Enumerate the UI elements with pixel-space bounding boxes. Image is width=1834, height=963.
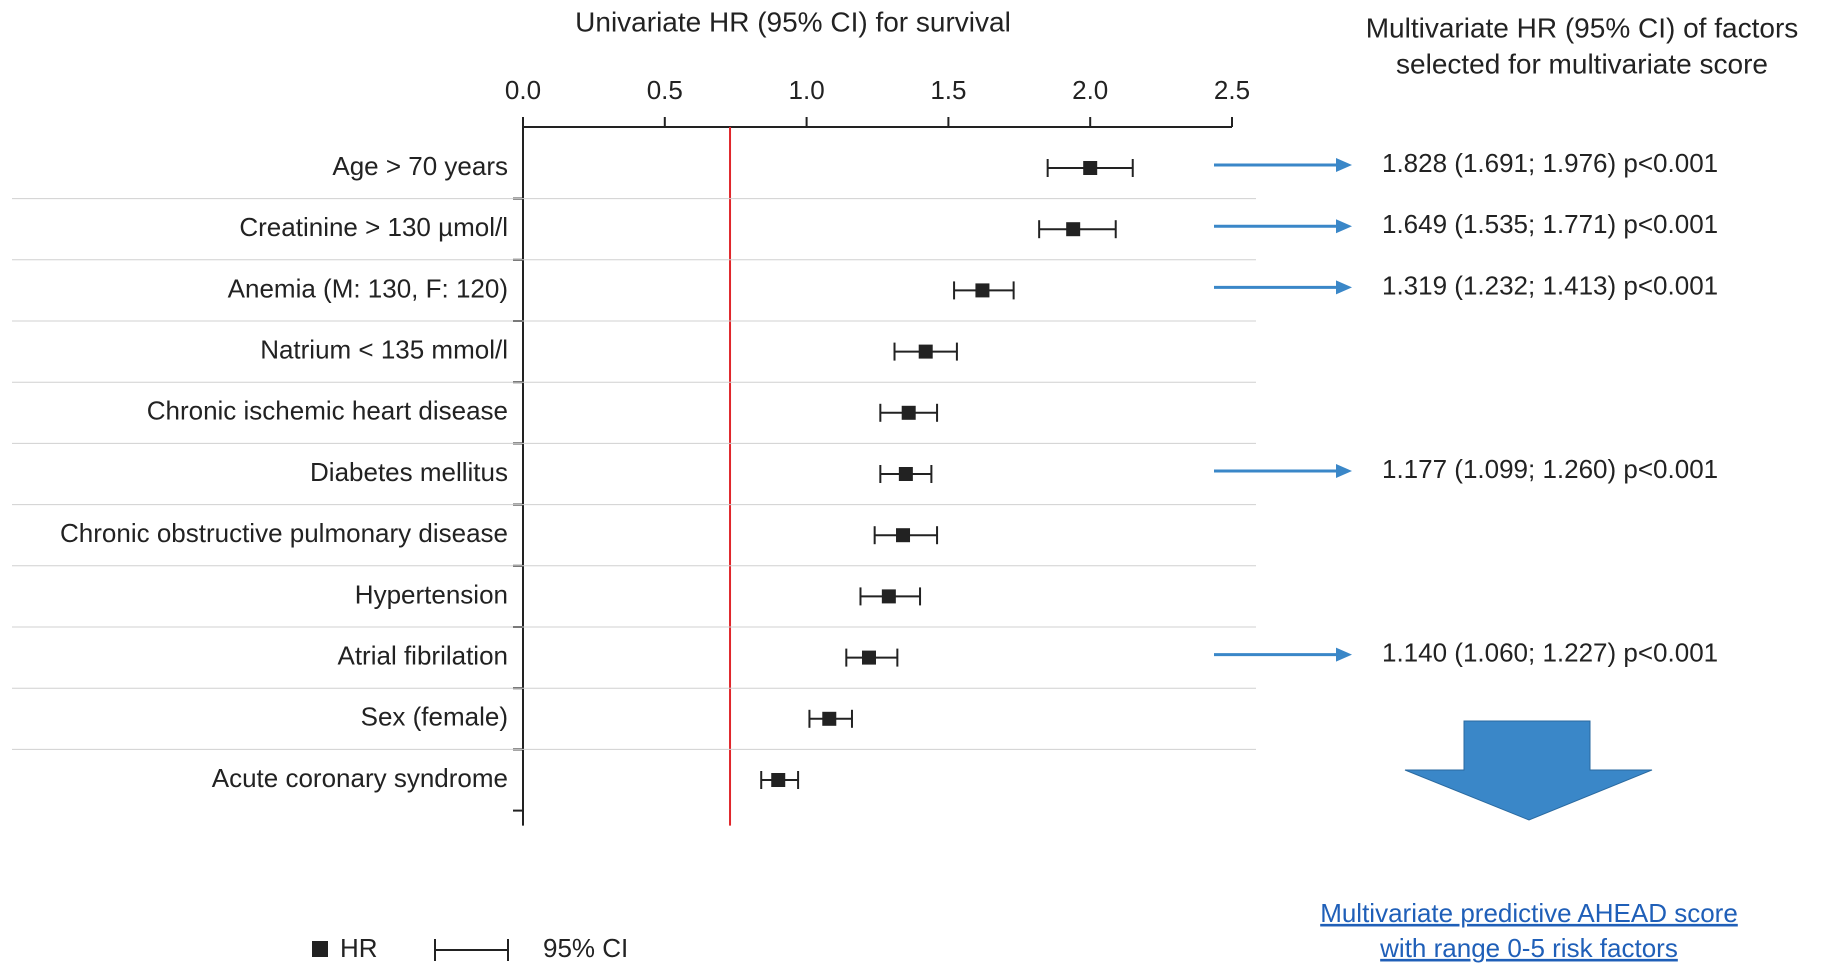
hr-marker [975, 283, 990, 298]
arrow-head [1336, 158, 1352, 172]
right-title: Multivariate HR (95% CI) of factors [1366, 12, 1799, 43]
multivariate-label: 1.177 (1.099; 1.260) p<0.001 [1382, 454, 1718, 484]
row-label: Acute coronary syndrome [212, 763, 508, 793]
multivariate-label: 1.649 (1.535; 1.771) p<0.001 [1382, 209, 1718, 239]
row-label: Creatinine > 130 µmol/l [239, 212, 508, 242]
legend-label: HR [340, 933, 378, 963]
hr-marker [861, 650, 876, 665]
row-label: Hypertension [355, 579, 508, 609]
x-tick-label: 1.5 [930, 75, 966, 105]
x-tick-label: 1.0 [789, 75, 825, 105]
hr-marker [822, 711, 837, 726]
row-label: Sex (female) [361, 702, 508, 732]
x-tick-label: 0.5 [647, 75, 683, 105]
hr-marker [881, 589, 896, 604]
score-link[interactable]: Multivariate predictive AHEAD score [1320, 898, 1738, 928]
arrow-head [1336, 280, 1352, 295]
hr-marker [771, 773, 786, 787]
legend-label: 95% CI [543, 933, 628, 963]
hr-marker [1083, 161, 1098, 175]
x-tick-label: 2.5 [1214, 75, 1250, 105]
score-link[interactable]: with range 0-5 risk factors [1379, 933, 1678, 963]
row-label: Atrial fibrilation [337, 640, 508, 670]
hr-marker [898, 467, 913, 481]
row-label: Chronic ischemic heart disease [147, 396, 508, 426]
chart-title: Univariate HR (95% CI) for survival [575, 6, 1011, 37]
x-tick-label: 2.0 [1072, 75, 1108, 105]
arrow-head [1336, 647, 1352, 662]
hr-marker [901, 405, 916, 420]
legend-ci [434, 939, 509, 961]
multivariate-label: 1.140 (1.060; 1.227) p<0.001 [1382, 637, 1718, 667]
row-label: Anemia (M: 130, F: 120) [228, 273, 508, 303]
legend-marker [312, 941, 328, 957]
row-label: Diabetes mellitus [310, 457, 508, 487]
hr-marker [918, 344, 933, 359]
row-label: Age > 70 years [332, 151, 508, 181]
arrow-head [1336, 464, 1352, 478]
right-title: selected for multivariate score [1396, 48, 1768, 79]
hr-marker [1066, 222, 1081, 237]
x-tick-label: 0.0 [505, 75, 541, 105]
row-label: Chronic obstructive pulmonary disease [60, 518, 508, 548]
hr-marker [896, 528, 911, 543]
row-label: Natrium < 135 mmol/l [260, 334, 508, 364]
arrow-head [1336, 219, 1352, 234]
multivariate-label: 1.828 (1.691; 1.976) p<0.001 [1382, 148, 1718, 178]
big-arrow [1404, 720, 1653, 821]
multivariate-label: 1.319 (1.232; 1.413) p<0.001 [1382, 270, 1718, 300]
